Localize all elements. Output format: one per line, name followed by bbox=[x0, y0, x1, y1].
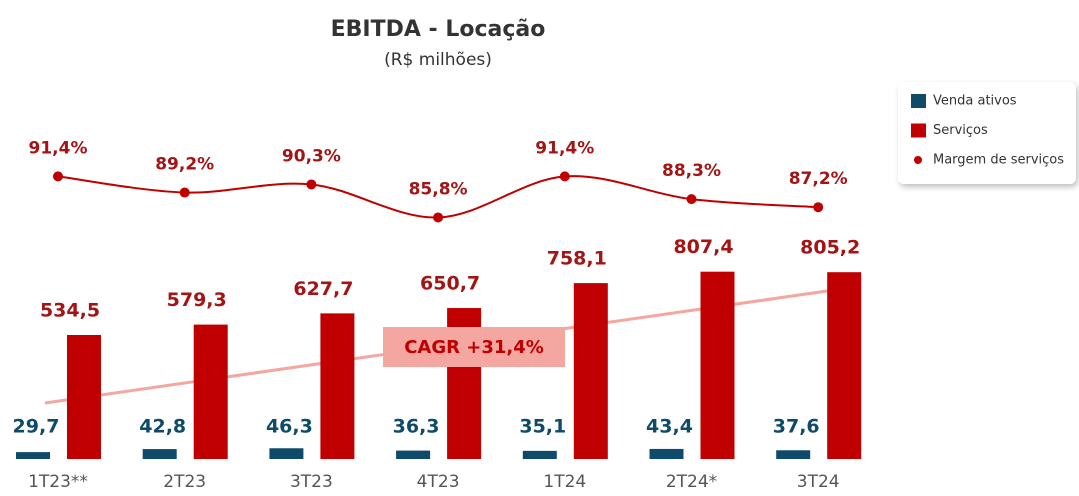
bar bbox=[67, 334, 101, 459]
value-label: 758,1 bbox=[547, 248, 607, 270]
value-label: 87,2% bbox=[789, 169, 848, 189]
chart-subtitle: (R$ milhões) bbox=[384, 50, 492, 70]
legend-swatch bbox=[911, 123, 926, 138]
legend-box bbox=[898, 82, 1076, 184]
bar bbox=[649, 448, 684, 459]
value-label: 91,4% bbox=[535, 138, 594, 158]
x-tick-label: 1T23** bbox=[28, 472, 88, 492]
value-label: 42,8 bbox=[139, 416, 186, 438]
value-label: 85,8% bbox=[409, 179, 468, 199]
line-point bbox=[433, 212, 444, 223]
chart-title: EBITDA - Locação bbox=[331, 17, 546, 42]
bar bbox=[142, 449, 177, 459]
bar bbox=[269, 448, 304, 459]
bar bbox=[573, 283, 608, 459]
x-tick-label: 4T23 bbox=[417, 472, 460, 492]
value-label: 91,4% bbox=[29, 138, 88, 158]
bar bbox=[522, 450, 557, 459]
line-point bbox=[559, 171, 570, 182]
value-label: 805,2 bbox=[800, 237, 860, 259]
value-label: 650,7 bbox=[420, 273, 480, 295]
value-label: 43,4 bbox=[646, 416, 693, 438]
value-label: 35,1 bbox=[519, 416, 566, 438]
legend-label: Serviços bbox=[933, 123, 988, 138]
line-point bbox=[53, 171, 63, 182]
value-label: 89,2% bbox=[155, 155, 214, 175]
value-label: 807,4 bbox=[673, 236, 733, 258]
legend-swatch bbox=[914, 156, 922, 164]
value-label: 534,5 bbox=[40, 299, 100, 321]
x-tick-label: 3T23 bbox=[290, 472, 333, 492]
bar bbox=[320, 313, 355, 459]
bar bbox=[827, 272, 862, 459]
line-point bbox=[179, 187, 190, 198]
annotation: CAGR +31,4% bbox=[404, 337, 544, 358]
bar bbox=[776, 450, 811, 459]
value-label: 36,3 bbox=[393, 416, 440, 438]
legend-swatch bbox=[911, 94, 926, 108]
value-label: 579,3 bbox=[167, 289, 227, 311]
bar bbox=[16, 452, 50, 459]
bar bbox=[193, 324, 228, 459]
x-tick-label: 2T23 bbox=[163, 472, 206, 492]
value-label: 90,3% bbox=[282, 146, 341, 166]
bar bbox=[700, 271, 735, 459]
x-tick-label: 2T24* bbox=[666, 472, 717, 492]
legend-label: Venda ativos bbox=[933, 94, 1017, 109]
x-tick-label: 3T24 bbox=[797, 472, 840, 492]
value-label: 627,7 bbox=[293, 278, 353, 300]
value-label: 88,3% bbox=[662, 161, 721, 181]
value-label: 46,3 bbox=[266, 416, 313, 438]
x-tick-label: 1T24 bbox=[543, 472, 586, 492]
line-point bbox=[306, 179, 317, 190]
legend-label: Margem de serviços bbox=[933, 153, 1064, 168]
annotation-box bbox=[383, 327, 565, 367]
bar bbox=[396, 450, 431, 459]
line-point bbox=[813, 202, 824, 213]
value-label: 29,7 bbox=[13, 416, 60, 438]
line-point bbox=[686, 194, 697, 205]
value-label: 37,6 bbox=[773, 416, 820, 438]
